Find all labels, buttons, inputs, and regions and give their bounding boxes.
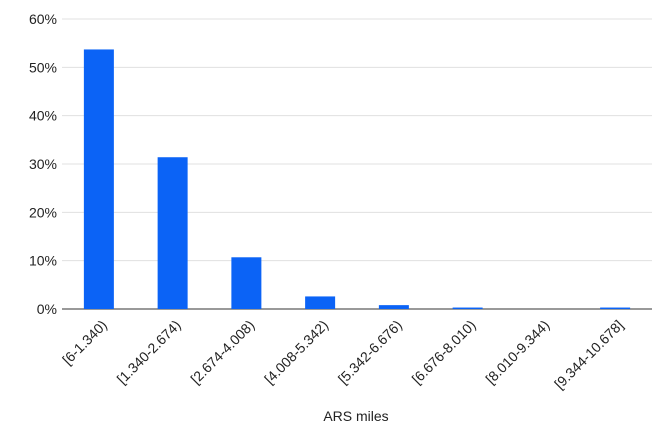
bars [83, 49, 631, 310]
y-tick-label: 50% [29, 59, 57, 75]
y-tick-label: 0% [37, 301, 57, 317]
x-tick-label: [6-1.340) [59, 317, 110, 368]
x-tick-label: [2.674-4.008) [187, 317, 257, 387]
y-tick-label: 30% [29, 156, 57, 172]
bar [452, 307, 483, 310]
x-tick-label: [1.340-2.674) [114, 317, 184, 387]
y-tick-label: 60% [29, 11, 57, 27]
x-axis-title: ARS miles [323, 408, 388, 424]
x-axis: [6-1.340) [1.340-2.674) [2.674-4.008) [4.00… [59, 317, 626, 392]
gridlines [62, 18, 652, 310]
y-tick-label: 20% [29, 204, 57, 220]
bar [231, 257, 262, 309]
x-tick-label: [5.342-6.676) [335, 317, 405, 387]
bar [378, 305, 409, 309]
bar [157, 157, 188, 309]
x-tick-label: [9.344-10.678] [551, 317, 626, 392]
x-tick-label: [8.010-9.344) [482, 317, 552, 387]
y-tick-label: 10% [29, 253, 57, 269]
y-tick-label: 40% [29, 108, 57, 124]
x-tick-label: [6.676-8.010) [409, 317, 479, 387]
bar [600, 307, 631, 310]
y-axis: 0% 10% 20% 30% 40% 50% 60% [29, 11, 57, 317]
bar [305, 296, 336, 309]
x-tick-label: [4.008-5.342) [261, 317, 331, 387]
bar [83, 49, 114, 309]
